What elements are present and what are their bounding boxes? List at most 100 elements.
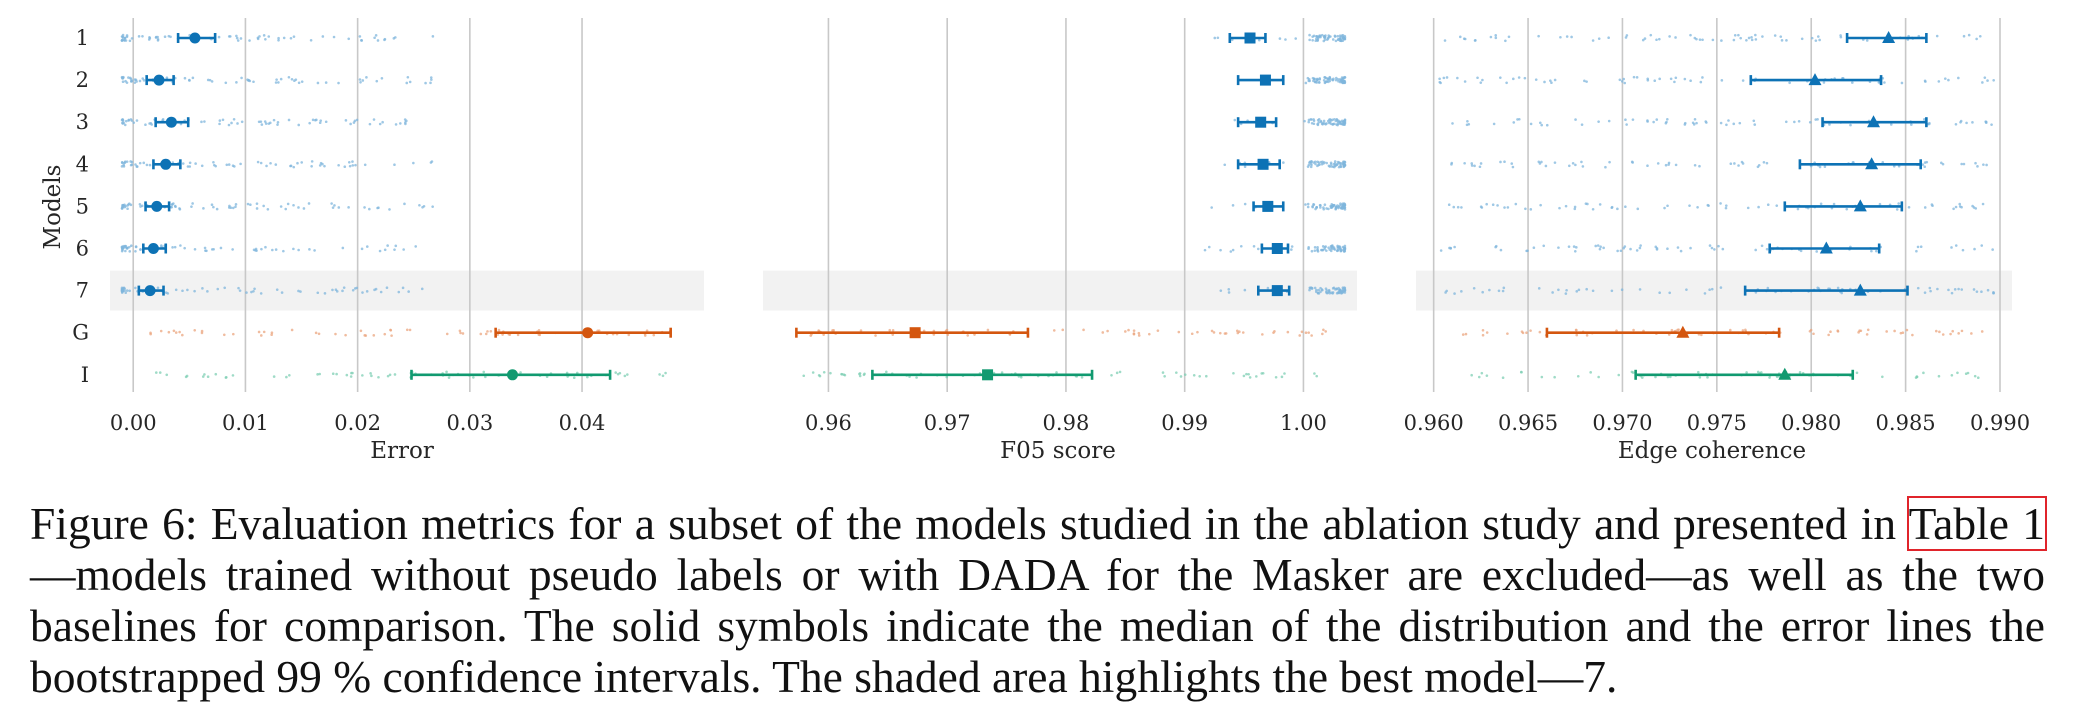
sample-point xyxy=(1652,120,1655,124)
sample-point xyxy=(1523,76,1527,80)
sample-point xyxy=(1331,287,1335,290)
sample-point xyxy=(292,247,295,251)
sample-point xyxy=(420,287,424,291)
sample-point xyxy=(126,207,129,211)
sample-point xyxy=(372,334,376,337)
sample-point xyxy=(1701,76,1704,79)
sample-point xyxy=(139,248,142,251)
sample-point xyxy=(188,161,192,165)
sample-point xyxy=(1110,373,1113,377)
sample-point xyxy=(124,291,128,295)
sample-point xyxy=(508,333,512,336)
sample-point xyxy=(1674,76,1678,80)
sample-point xyxy=(270,333,273,337)
sample-point xyxy=(125,81,129,84)
sample-point xyxy=(1698,376,1702,379)
sample-point xyxy=(1238,330,1241,334)
sample-point xyxy=(134,286,137,290)
sample-point xyxy=(363,163,367,167)
sample-point xyxy=(1082,328,1085,332)
sample-point xyxy=(1575,333,1579,337)
sample-point xyxy=(1557,288,1560,292)
sample-point xyxy=(374,34,378,37)
sample-point xyxy=(1808,120,1812,124)
sample-point xyxy=(1327,121,1331,125)
sample-point xyxy=(1309,165,1313,169)
sample-point xyxy=(1688,204,1691,207)
sample-point xyxy=(459,331,462,335)
table-1-link[interactable]: Table 1 xyxy=(1906,496,2048,551)
sample-point xyxy=(1937,374,1941,378)
sample-point xyxy=(1132,329,1136,332)
sample-point xyxy=(1243,288,1247,292)
sample-point xyxy=(1549,79,1552,82)
sample-point xyxy=(1274,375,1278,379)
sample-point xyxy=(365,290,369,293)
sample-point xyxy=(1658,291,1661,295)
sample-point xyxy=(129,118,133,121)
sample-point xyxy=(945,375,949,379)
sample-point xyxy=(1845,207,1849,211)
sample-point xyxy=(265,164,268,168)
x-tick-label: 0.98 xyxy=(1043,411,1090,435)
sample-point xyxy=(134,78,138,82)
sample-point xyxy=(1975,37,1978,41)
sample-point xyxy=(1137,331,1141,335)
sample-point xyxy=(1327,288,1331,292)
sample-point xyxy=(1741,329,1745,332)
sample-point xyxy=(1629,247,1632,251)
sample-point xyxy=(482,370,486,374)
sample-point xyxy=(1817,287,1821,290)
sample-point xyxy=(379,290,383,294)
sample-point xyxy=(1310,160,1313,163)
sample-point xyxy=(1875,249,1878,253)
sample-point xyxy=(1213,36,1217,40)
sample-point xyxy=(486,330,489,333)
sample-point xyxy=(1470,373,1473,377)
sample-point xyxy=(232,332,235,336)
sample-point xyxy=(308,248,311,251)
sample-point xyxy=(134,163,137,166)
sample-point xyxy=(314,118,317,122)
sample-point xyxy=(1304,203,1307,206)
median-marker xyxy=(147,243,159,254)
sample-point xyxy=(376,39,380,42)
sample-point xyxy=(354,163,357,167)
sample-point xyxy=(269,161,272,165)
sample-point xyxy=(818,374,822,378)
sample-point xyxy=(1514,202,1518,206)
sample-point xyxy=(232,117,236,121)
sample-point xyxy=(1156,329,1160,332)
sample-point xyxy=(284,207,288,211)
sample-point xyxy=(190,205,193,208)
sample-point xyxy=(351,371,354,375)
sample-point xyxy=(1503,160,1506,163)
sample-point xyxy=(1752,119,1756,123)
sample-point xyxy=(1460,206,1463,209)
sample-point xyxy=(222,333,226,337)
x-tick-label: 0.01 xyxy=(222,411,269,435)
sample-point xyxy=(1706,376,1709,379)
sample-point xyxy=(1343,206,1347,209)
sample-point xyxy=(1312,118,1315,121)
sample-point xyxy=(1438,77,1441,81)
sample-point xyxy=(262,330,266,334)
sample-point xyxy=(234,205,237,209)
sample-point xyxy=(288,373,291,377)
sample-point xyxy=(201,287,204,290)
sample-point xyxy=(1115,371,1119,375)
sample-point xyxy=(1529,208,1533,211)
sample-point xyxy=(1741,79,1745,82)
sample-point xyxy=(144,123,147,127)
sample-point xyxy=(1814,39,1818,42)
sample-point xyxy=(1313,246,1317,249)
sample-point xyxy=(204,249,207,252)
model-label: 1 xyxy=(76,26,89,50)
sample-point xyxy=(259,161,263,165)
sample-point xyxy=(206,375,210,379)
sample-point xyxy=(1668,291,1671,295)
sample-point xyxy=(1922,118,1926,121)
sample-point xyxy=(1304,81,1308,85)
sample-point xyxy=(1625,34,1629,37)
sample-point xyxy=(1750,38,1754,42)
